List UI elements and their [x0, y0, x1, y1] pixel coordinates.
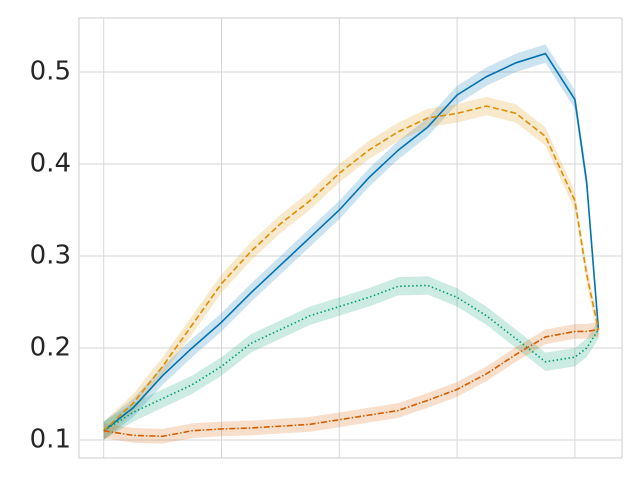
y-tick-label: 0.5 — [30, 56, 71, 86]
y-tick-label: 0.3 — [30, 240, 71, 270]
confidence-band — [103, 322, 599, 444]
line — [103, 284, 600, 432]
y-tick-label: 0.2 — [30, 332, 71, 362]
line — [103, 105, 600, 432]
line — [103, 52, 600, 432]
confidence-band — [103, 96, 599, 440]
line — [103, 328, 599, 438]
plot-area — [78, 17, 623, 459]
confidence-band — [103, 276, 599, 440]
y-tick-label: 0.1 — [30, 424, 71, 454]
y-tick-label: 0.4 — [30, 148, 71, 178]
